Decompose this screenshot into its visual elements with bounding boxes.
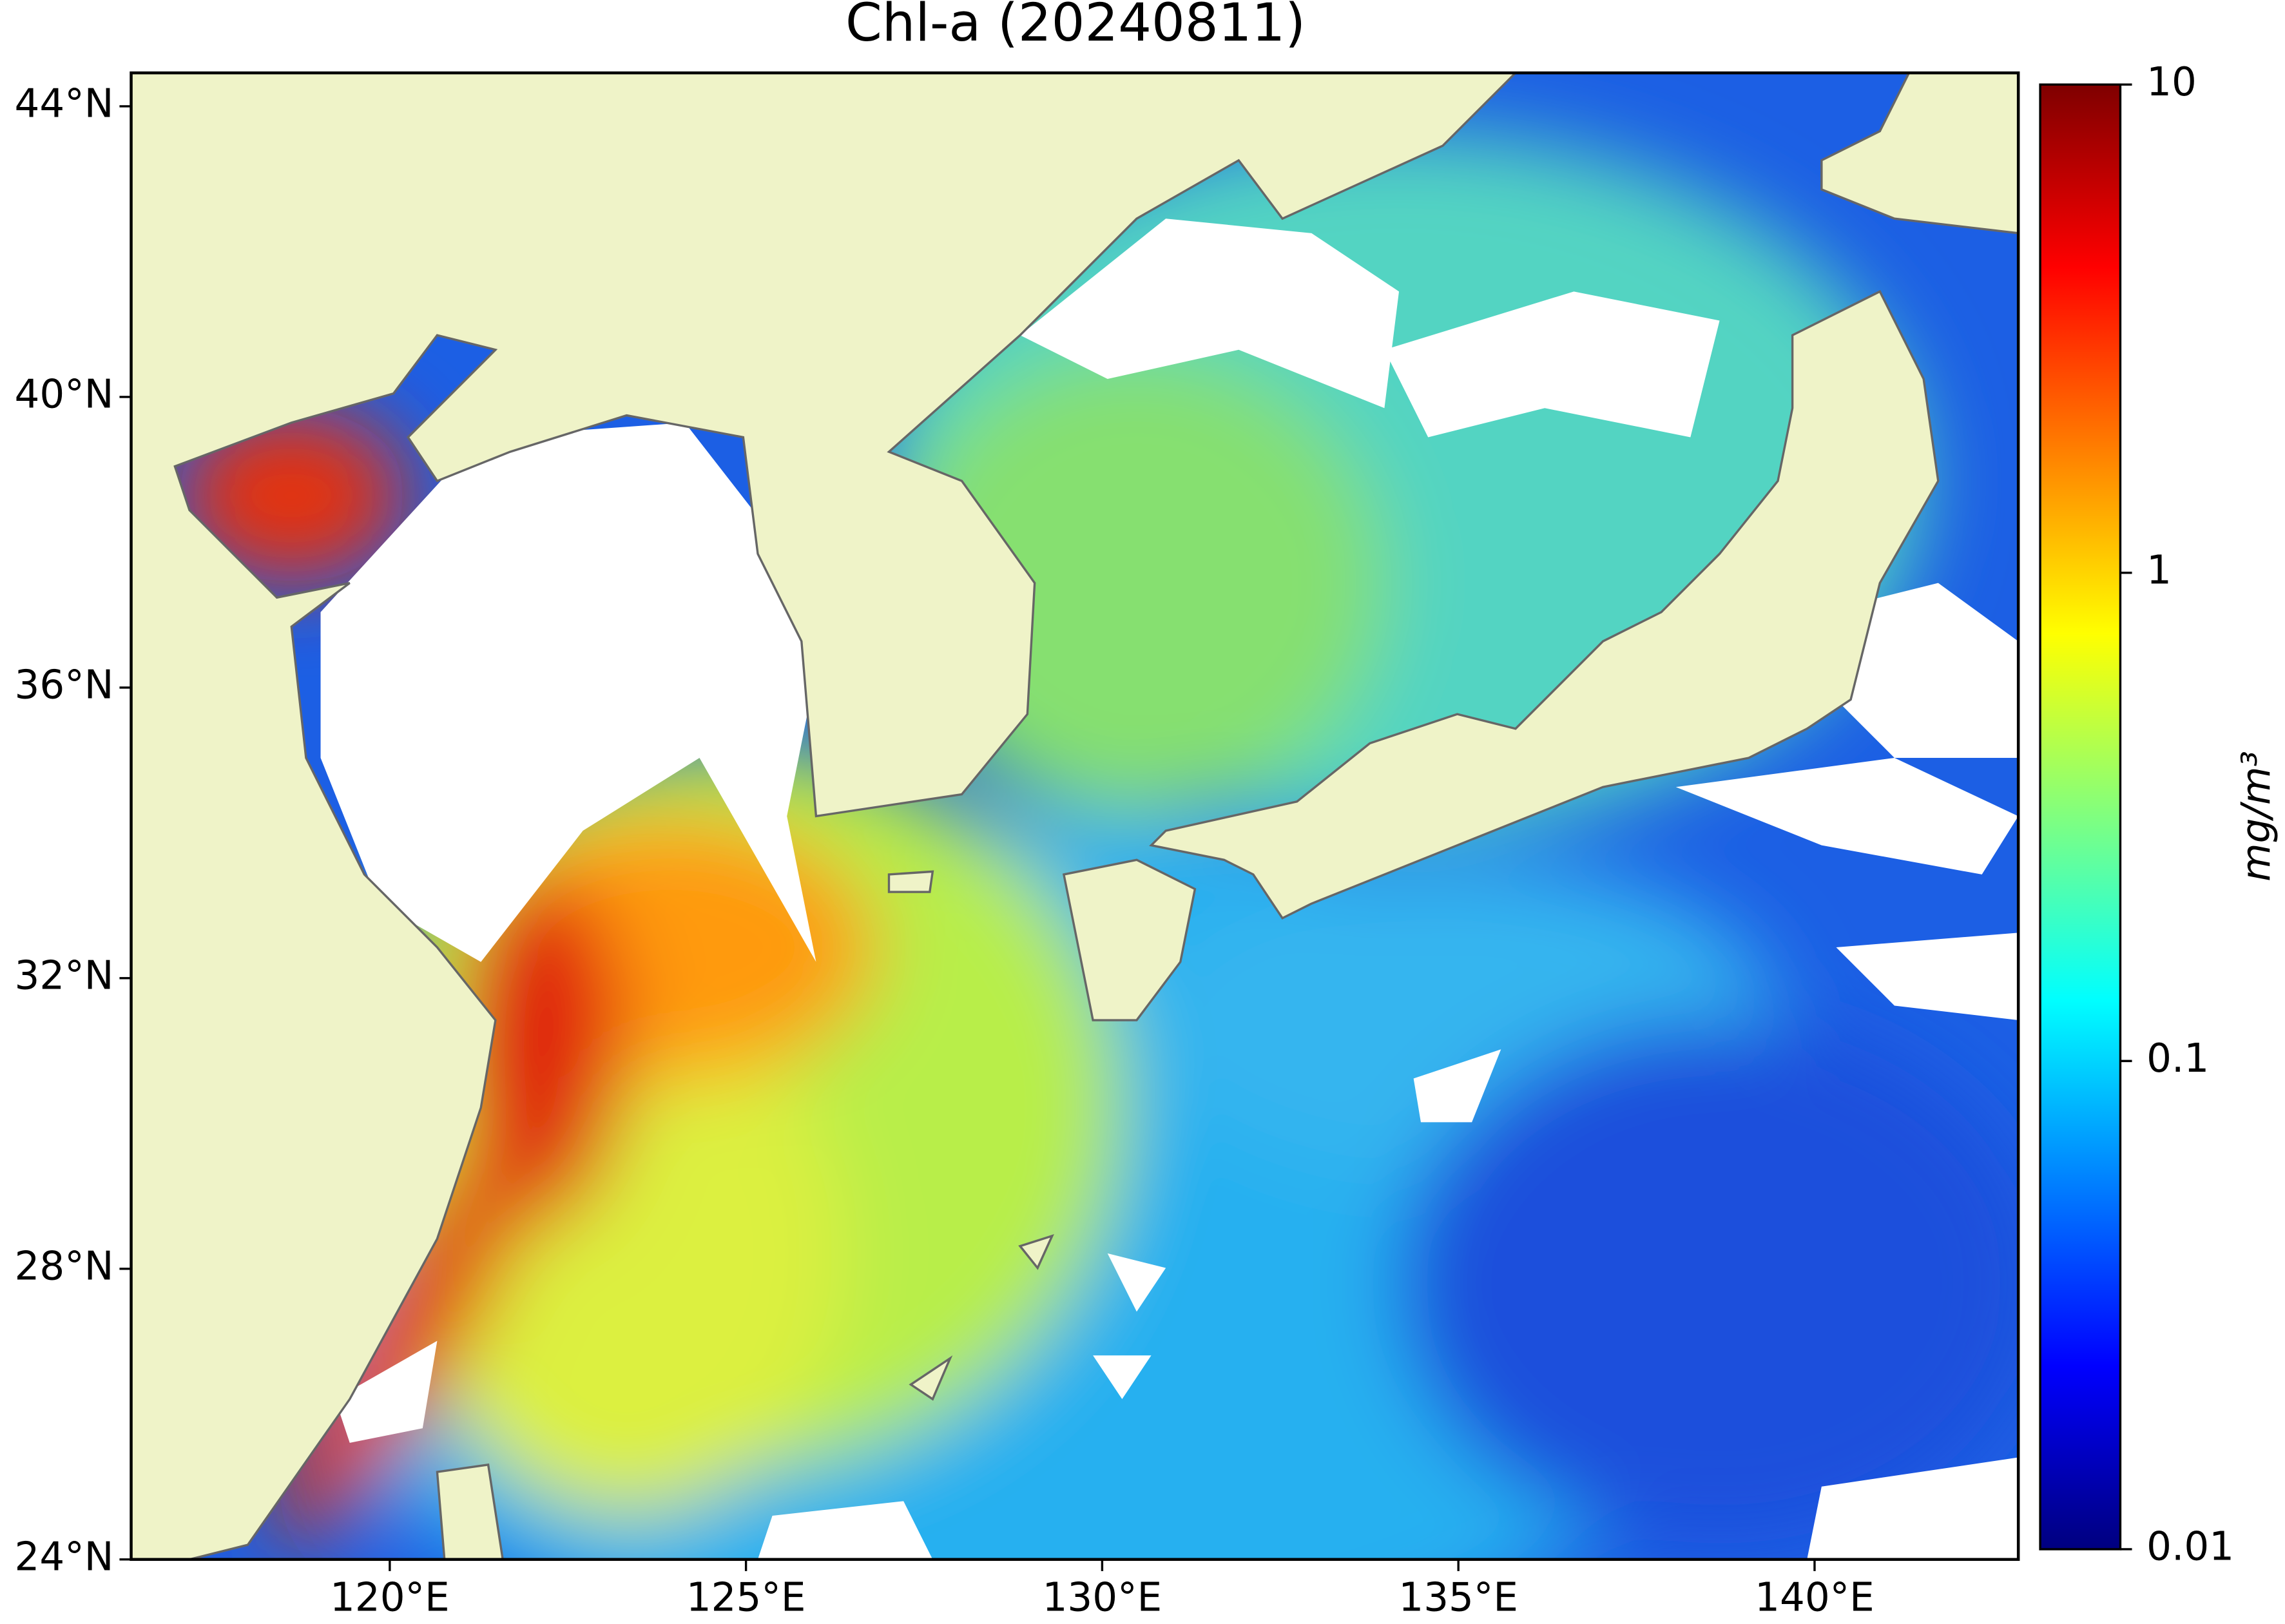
- y-tick-label: 28°N: [15, 1243, 114, 1289]
- y-tick-label: 40°N: [15, 372, 114, 418]
- map-frame: [130, 71, 2020, 1561]
- y-tick-label: 32°N: [15, 952, 114, 998]
- colorbar-tick-label: 0.01: [2146, 1524, 2234, 1570]
- clouds: [320, 218, 2019, 1560]
- x-tick-label: 120°E: [330, 1575, 450, 1621]
- x-tick-label: 130°E: [1043, 1575, 1162, 1621]
- colorbar-tick-label: 10: [2146, 59, 2197, 105]
- map-title: Chl-a (20240811): [845, 0, 1306, 53]
- x-tick-label: 125°E: [686, 1575, 806, 1621]
- y-tick-label: 24°N: [15, 1534, 114, 1580]
- colorbar: [2039, 83, 2122, 1551]
- y-tick-label: 44°N: [15, 81, 114, 127]
- y-tick-label: 36°N: [15, 662, 114, 708]
- chlorophyll-image: [131, 73, 2019, 1560]
- colorbar-tick-label: 0.1: [2146, 1036, 2209, 1081]
- land: [131, 73, 2019, 1560]
- colorbar-tick-label: 1: [2146, 547, 2172, 593]
- colorbar-label: mg/m³: [2233, 751, 2279, 882]
- x-tick-label: 135°E: [1398, 1575, 1518, 1621]
- x-tick-label: 140°E: [1755, 1575, 1875, 1621]
